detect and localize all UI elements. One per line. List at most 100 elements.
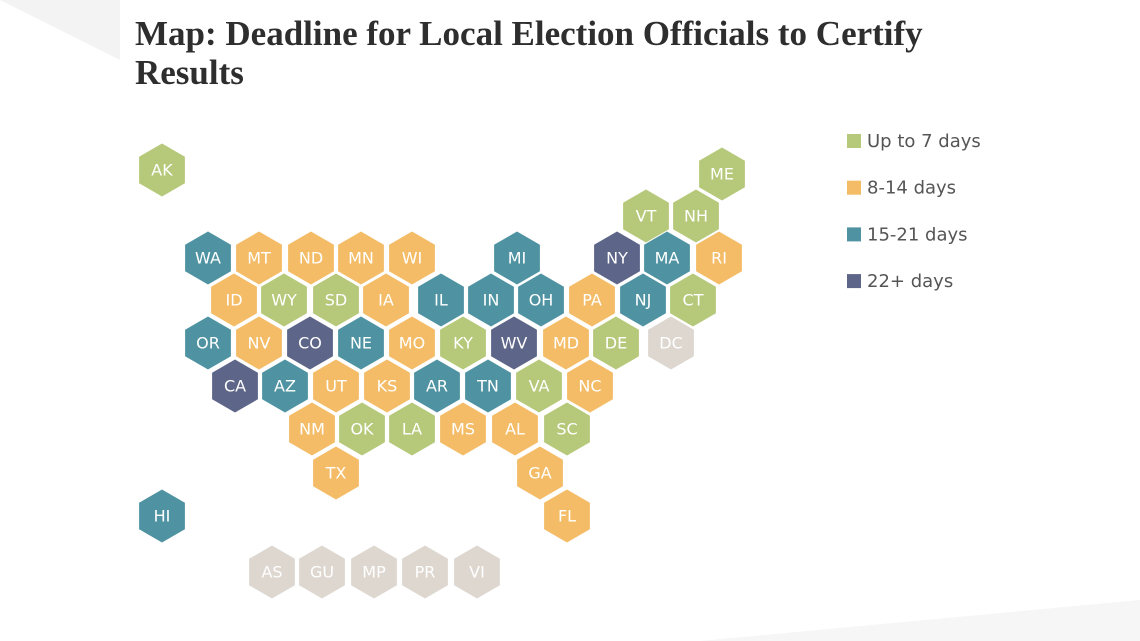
state-hex xyxy=(418,273,464,327)
state-label: AL xyxy=(505,420,525,439)
state-hex xyxy=(288,231,334,285)
state-hex xyxy=(363,273,409,327)
state-label: DE xyxy=(605,334,627,353)
state-hex xyxy=(699,147,745,201)
state-hex xyxy=(185,231,231,285)
state-label: MN xyxy=(348,249,374,268)
state-label: AZ xyxy=(274,377,296,396)
state-hex xyxy=(518,273,564,327)
state-hex xyxy=(236,231,282,285)
state-hex xyxy=(262,359,308,413)
state-label: NY xyxy=(606,249,628,268)
state-hex xyxy=(517,446,563,500)
legend-swatch xyxy=(847,134,861,148)
state-hex xyxy=(313,446,359,500)
state-hex xyxy=(440,402,486,456)
state-label: CA xyxy=(224,377,246,396)
legend-label: 22+ days xyxy=(867,271,953,292)
state-hex xyxy=(593,316,639,370)
state-label: WY xyxy=(271,291,297,310)
state-hex xyxy=(289,402,335,456)
state-label: CO xyxy=(298,334,322,353)
state-label: DC xyxy=(659,334,683,353)
state-label: MI xyxy=(508,249,527,268)
state-hex xyxy=(644,231,690,285)
state-hex xyxy=(389,231,435,285)
legend-swatch xyxy=(847,227,861,242)
background-shape xyxy=(0,0,120,60)
state-hex xyxy=(440,316,486,370)
state-label: MA xyxy=(655,249,680,268)
state-hex xyxy=(313,273,359,327)
state-hex xyxy=(139,143,185,197)
state-label: SC xyxy=(556,420,577,439)
state-label: OK xyxy=(350,420,374,439)
state-hex xyxy=(313,359,359,413)
state-hex xyxy=(338,231,384,285)
state-label: KY xyxy=(453,334,473,353)
state-label: MS xyxy=(451,420,475,439)
background-shape xyxy=(700,600,1140,641)
state-hex xyxy=(544,489,590,543)
state-hex xyxy=(212,359,258,413)
state-hex xyxy=(491,316,537,370)
state-label: PA xyxy=(582,291,602,310)
state-hex xyxy=(623,189,669,243)
state-label: IL xyxy=(434,291,448,310)
legend-swatch xyxy=(847,274,861,289)
state-hex xyxy=(544,402,590,456)
state-hex xyxy=(351,545,397,599)
state-label: WA xyxy=(195,249,221,268)
state-hex xyxy=(543,316,589,370)
state-hex xyxy=(339,402,385,456)
legend-label: 8-14 days xyxy=(867,178,956,199)
state-hex xyxy=(261,273,307,327)
state-label: SD xyxy=(325,291,347,310)
state-label: VT xyxy=(636,207,657,226)
state-hex xyxy=(468,273,514,327)
state-label: FL xyxy=(558,507,576,526)
state-label: ME xyxy=(710,165,734,184)
state-hex xyxy=(414,359,460,413)
state-hex xyxy=(249,545,295,599)
state-label: IN xyxy=(483,291,500,310)
state-label: AS xyxy=(261,563,282,582)
state-hex xyxy=(569,273,615,327)
state-label: KS xyxy=(377,377,398,396)
state-label: MD xyxy=(553,334,579,353)
state-hex xyxy=(670,273,716,327)
state-label: AR xyxy=(426,377,448,396)
state-label: OH xyxy=(529,291,554,310)
state-hex xyxy=(236,316,282,370)
state-hex xyxy=(454,545,500,599)
state-label: GA xyxy=(528,464,551,483)
state-label: MP xyxy=(362,563,386,582)
state-hex xyxy=(673,189,719,243)
state-label: NE xyxy=(350,334,372,353)
state-hex xyxy=(567,359,613,413)
state-label: NV xyxy=(248,334,271,353)
state-label: TX xyxy=(325,464,347,483)
state-label: NJ xyxy=(635,291,652,310)
legend-label: 15-21 days xyxy=(867,224,968,245)
state-hex xyxy=(594,231,640,285)
state-label: UT xyxy=(325,377,347,396)
state-hex xyxy=(389,316,435,370)
state-label: MT xyxy=(247,249,271,268)
state-label: VI xyxy=(469,563,485,582)
state-label: VA xyxy=(529,377,550,396)
state-label: PR xyxy=(415,563,436,582)
state-label: WV xyxy=(501,334,528,353)
state-label: LA xyxy=(402,420,422,439)
state-hex xyxy=(620,273,666,327)
state-hex xyxy=(492,402,538,456)
state-label: ND xyxy=(299,249,323,268)
legend-swatch xyxy=(847,180,861,195)
state-hex xyxy=(211,273,257,327)
state-hex xyxy=(185,316,231,370)
state-hex xyxy=(299,545,345,599)
state-label: OR xyxy=(196,334,220,353)
state-hex xyxy=(465,359,511,413)
